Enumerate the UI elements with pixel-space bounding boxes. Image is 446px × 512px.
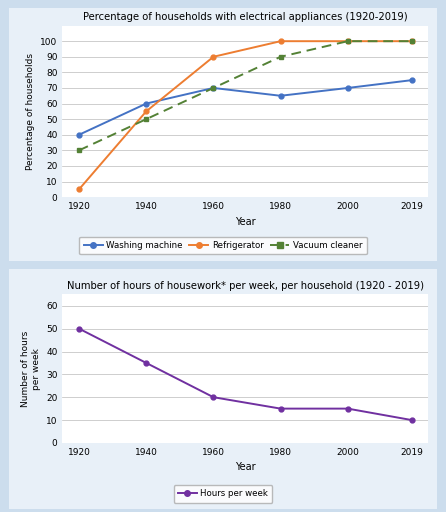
Y-axis label: Percentage of households: Percentage of households <box>26 53 35 170</box>
Y-axis label: Number of hours
per week: Number of hours per week <box>21 331 41 407</box>
X-axis label: Year: Year <box>235 462 256 472</box>
Legend: Washing machine, Refrigerator, Vacuum cleaner: Washing machine, Refrigerator, Vacuum cl… <box>79 237 367 254</box>
X-axis label: Year: Year <box>235 217 256 226</box>
Title: Percentage of households with electrical appliances (1920-2019): Percentage of households with electrical… <box>83 12 408 22</box>
Title: Number of hours of housework* per week, per household (1920 - 2019): Number of hours of housework* per week, … <box>67 281 424 291</box>
Legend: Hours per week: Hours per week <box>173 485 273 503</box>
